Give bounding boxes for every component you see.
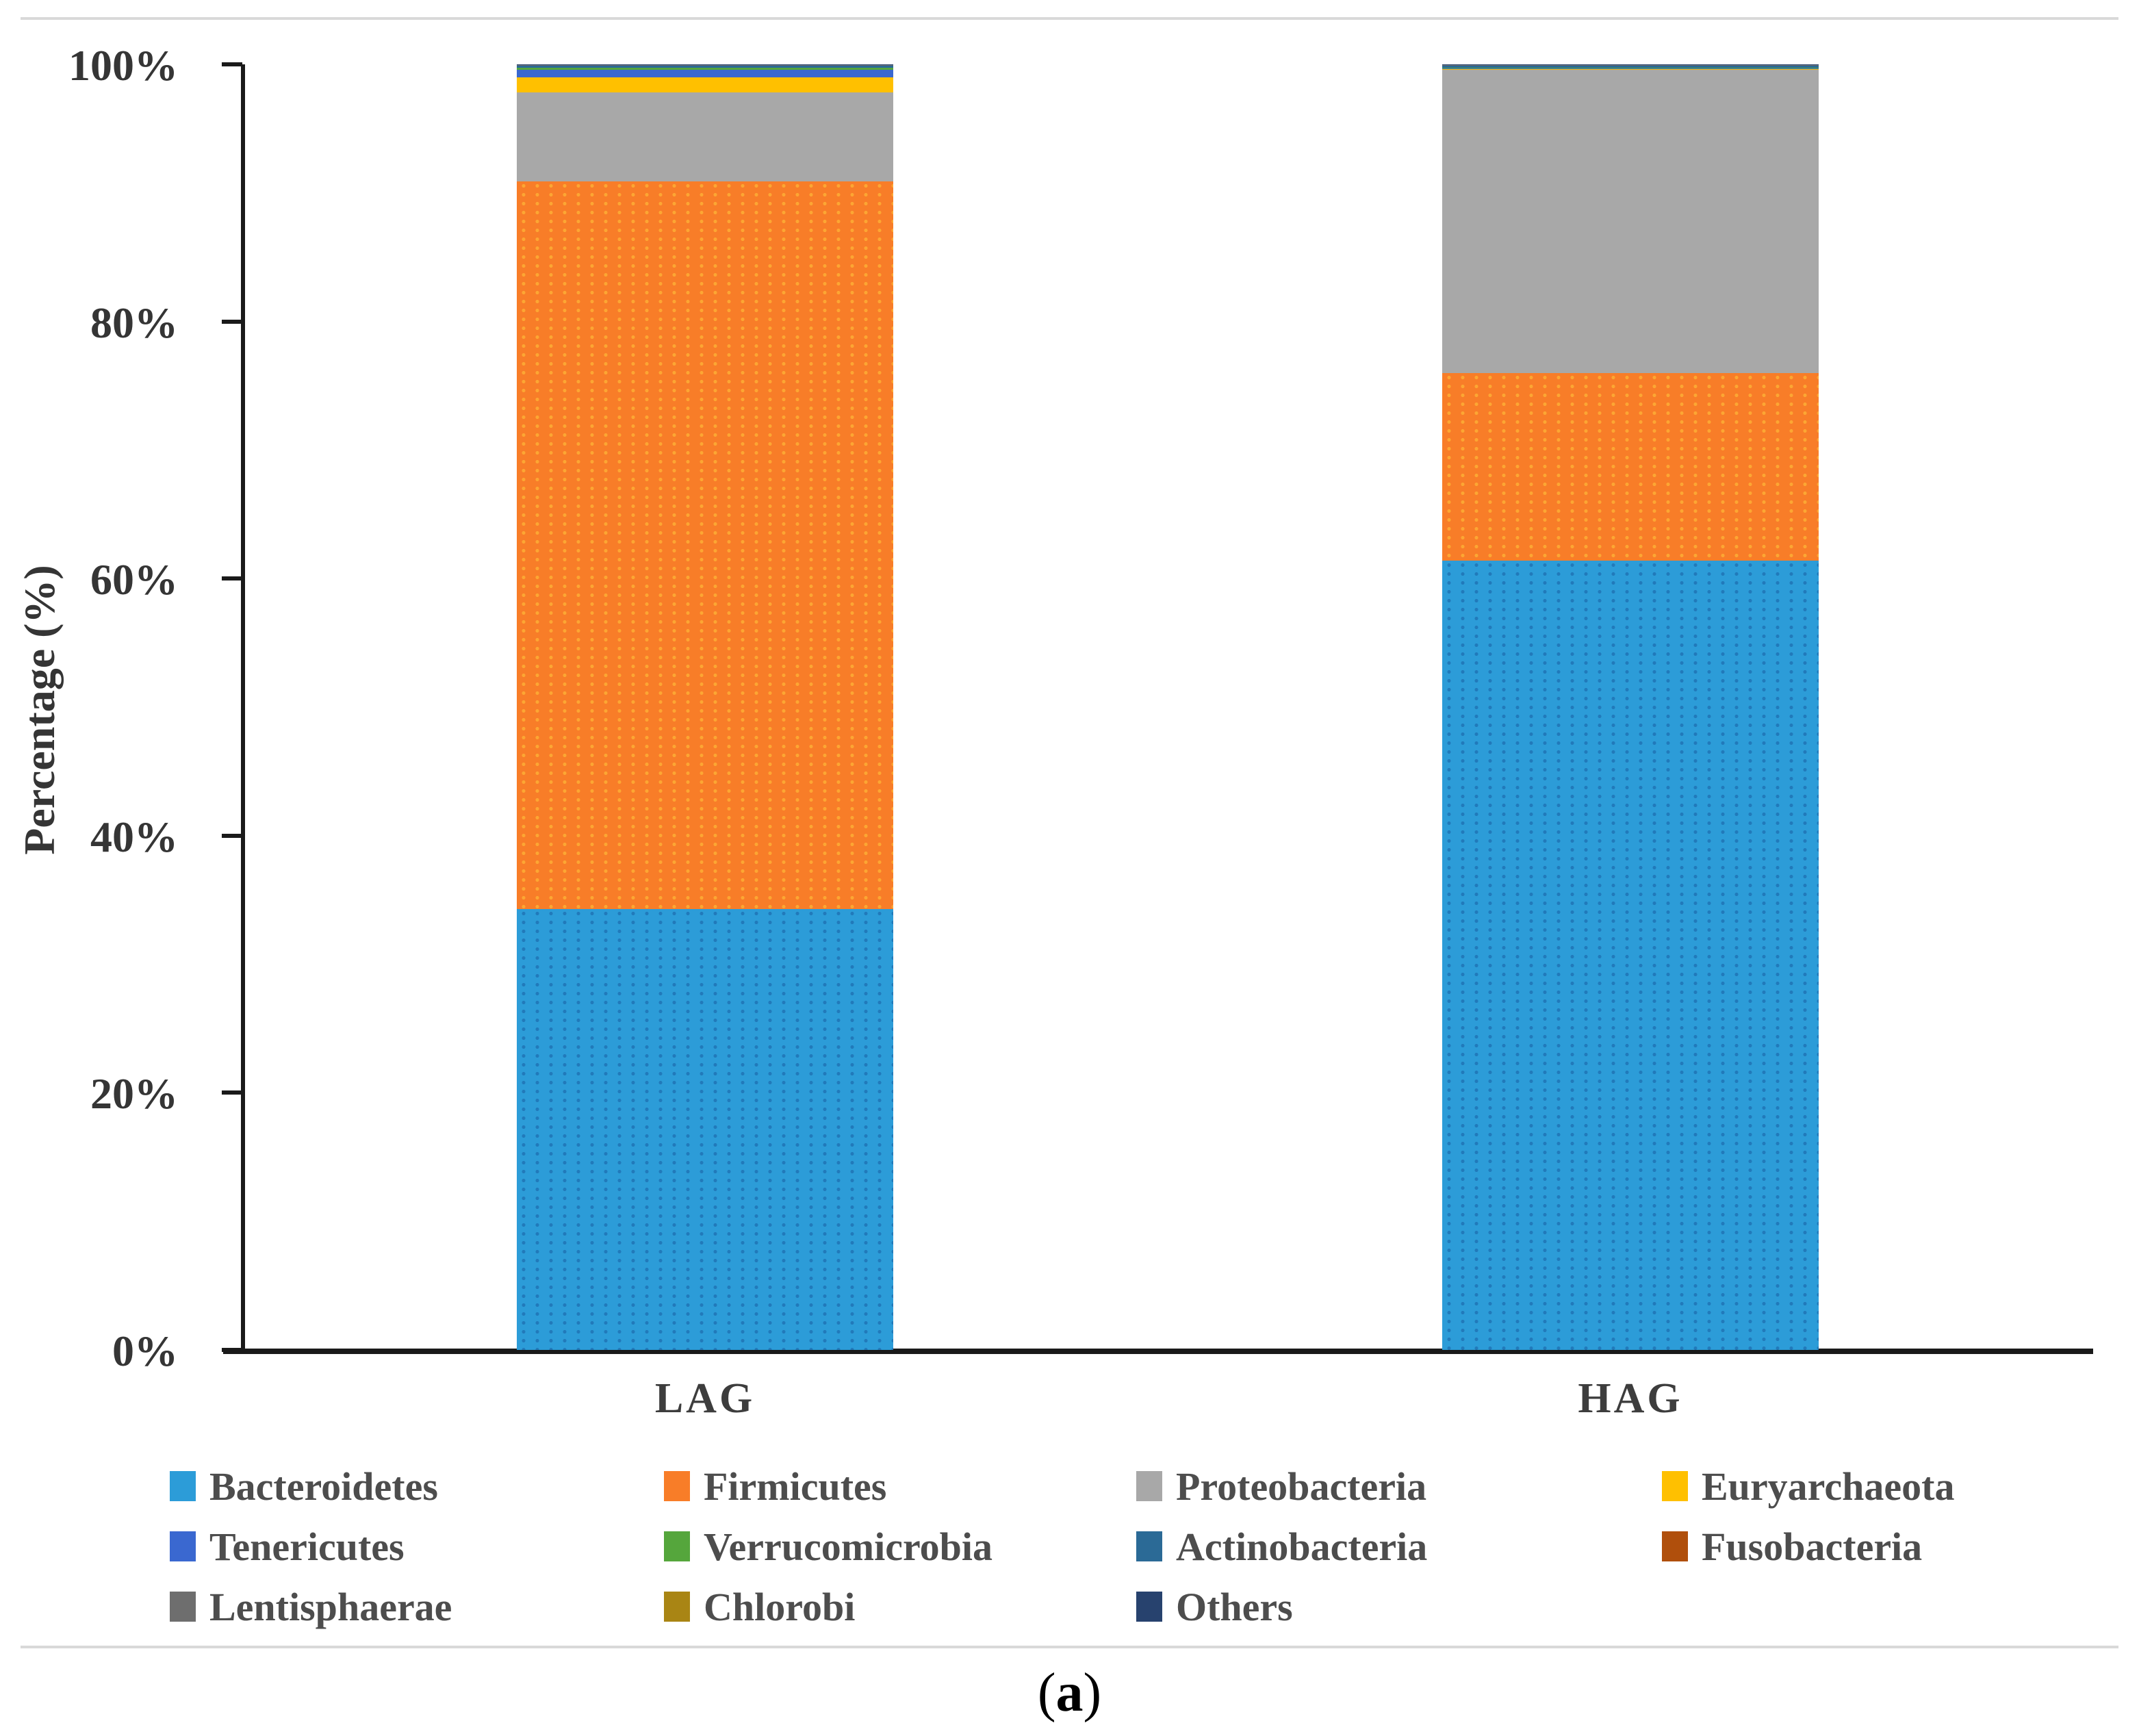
legend-item-actinobacteria: Actinobacteria bbox=[1136, 1524, 1662, 1569]
legend-swatch-proteobacteria bbox=[1136, 1471, 1162, 1501]
segment-fusobacteria-lag bbox=[517, 65, 893, 66]
legend-swatch-euryarchaeota bbox=[1662, 1471, 1688, 1501]
legend-label-euryarchaeota: Euryarchaeota bbox=[1702, 1464, 1955, 1509]
stacked-bar-lag bbox=[517, 64, 893, 1350]
y-tick-label: 60% bbox=[90, 555, 178, 604]
y-tick-label: 40% bbox=[90, 812, 178, 861]
legend-label-proteobacteria: Proteobacteria bbox=[1176, 1464, 1427, 1509]
y-tick-mark bbox=[222, 319, 242, 324]
legend-item-chlorobi: Chlorobi bbox=[664, 1585, 1136, 1629]
legend: Bacteroidetes Firmicutes Proteobacteria Eur… bbox=[170, 1464, 2018, 1629]
legend-label-verrucomicrobia: Verrucomicrobia bbox=[704, 1524, 993, 1569]
legend-label-fusobacteria: Fusobacteria bbox=[1702, 1524, 1923, 1569]
legend-swatch-tenericutes bbox=[170, 1531, 196, 1561]
segment-firmicutes-hag bbox=[1442, 372, 1819, 561]
segment-actinobacteria-hag bbox=[1442, 65, 1819, 68]
segment-proteobacteria-hag bbox=[1442, 69, 1819, 373]
segment-bacteroidetes-lag bbox=[517, 908, 893, 1350]
y-tick-mark bbox=[222, 1090, 242, 1095]
legend-label-lentisphaerae: Lentisphaerae bbox=[209, 1584, 452, 1629]
legend-item-others: Others bbox=[1136, 1585, 1662, 1629]
x-axis-line bbox=[223, 1349, 2093, 1354]
legend-swatch-others bbox=[1136, 1592, 1162, 1622]
legend-item-verrucomicrobia: Verrucomicrobia bbox=[664, 1524, 1136, 1569]
segment-proteobacteria-lag bbox=[517, 92, 893, 181]
segment-bacteroidetes-hag bbox=[1442, 560, 1819, 1350]
caption-close-paren: ) bbox=[1083, 1663, 1102, 1723]
caption-open-paren: ( bbox=[1037, 1663, 1056, 1723]
y-tick-mark bbox=[222, 1348, 242, 1352]
segment-euryarchaeota-lag bbox=[517, 77, 893, 93]
y-tick-mark bbox=[222, 833, 242, 838]
legend-label-chlorobi: Chlorobi bbox=[704, 1584, 856, 1629]
segment-verrucomicrobia-lag bbox=[517, 67, 893, 70]
segment-euryarchaeota-hag bbox=[1442, 68, 1819, 70]
y-tick-label: 80% bbox=[90, 298, 178, 347]
segment-firmicutes-lag bbox=[517, 181, 893, 909]
category-label-hag: HAG bbox=[1578, 1375, 1683, 1422]
figure-caption: (a) bbox=[0, 1662, 2139, 1724]
legend-label-bacteroidetes: Bacteroidetes bbox=[209, 1464, 438, 1509]
legend-swatch-chlorobi bbox=[664, 1592, 690, 1622]
legend-item-lentisphaerae: Lentisphaerae bbox=[170, 1585, 664, 1629]
legend-swatch-fusobacteria bbox=[1662, 1531, 1688, 1561]
legend-item-bacteroidetes: Bacteroidetes bbox=[170, 1464, 664, 1509]
legend-swatch-bacteroidetes bbox=[170, 1471, 196, 1501]
y-tick-label: 20% bbox=[90, 1069, 178, 1119]
legend-item-tenericutes: Tenericutes bbox=[170, 1524, 664, 1569]
y-tick-label: 100% bbox=[68, 41, 178, 90]
segment-actinobacteria-lag bbox=[517, 65, 893, 68]
legend-swatch-firmicutes bbox=[664, 1471, 690, 1501]
stacked-bar-hag bbox=[1442, 64, 1819, 1350]
caption-letter: a bbox=[1055, 1663, 1084, 1723]
legend-item-firmicutes: Firmicutes bbox=[664, 1464, 1136, 1509]
legend-label-tenericutes: Tenericutes bbox=[209, 1524, 405, 1569]
legend-bottom-divider bbox=[21, 1646, 2118, 1648]
segment-tenericutes-hag bbox=[1442, 68, 1819, 69]
segment-tenericutes-lag bbox=[517, 69, 893, 77]
y-tick-mark bbox=[222, 576, 242, 581]
y-tick-mark bbox=[222, 62, 242, 66]
top-divider bbox=[21, 17, 2118, 20]
legend-swatch-verrucomicrobia bbox=[664, 1531, 690, 1561]
legend-item-euryarchaeota: Euryarchaeota bbox=[1662, 1464, 2018, 1509]
category-label-lag: LAG bbox=[654, 1375, 756, 1422]
legend-item-proteobacteria: Proteobacteria bbox=[1136, 1464, 1662, 1509]
y-tick-label: 0% bbox=[112, 1327, 178, 1375]
segment-lentisphaerae-lag bbox=[517, 64, 893, 66]
y-axis-line bbox=[241, 64, 245, 1353]
legend-swatch-lentisphaerae bbox=[170, 1592, 196, 1622]
legend-label-firmicutes: Firmicutes bbox=[704, 1464, 887, 1509]
legend-item-fusobacteria: Fusobacteria bbox=[1662, 1524, 2018, 1569]
legend-swatch-actinobacteria bbox=[1136, 1531, 1162, 1561]
legend-label-actinobacteria: Actinobacteria bbox=[1176, 1524, 1428, 1569]
legend-label-others: Others bbox=[1176, 1584, 1293, 1629]
